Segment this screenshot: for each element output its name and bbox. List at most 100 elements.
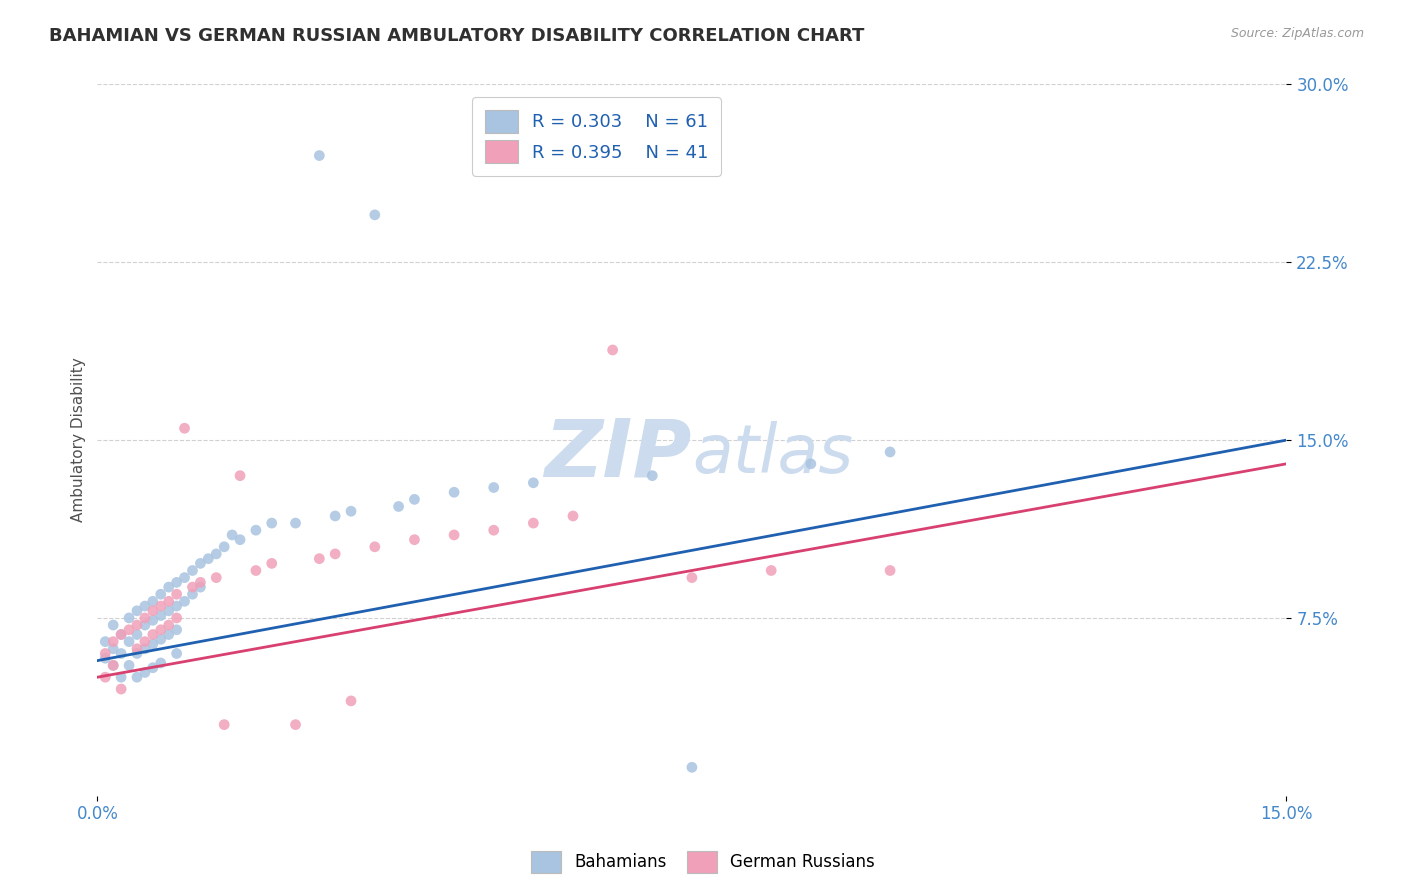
Point xyxy=(103,658,125,673)
Point xyxy=(103,618,125,632)
Point xyxy=(110,647,132,661)
Point xyxy=(157,594,180,608)
Point xyxy=(134,634,156,648)
Point xyxy=(157,580,180,594)
Point xyxy=(94,670,117,684)
Point xyxy=(181,587,204,601)
Point xyxy=(404,492,426,507)
Point xyxy=(149,656,172,670)
Point xyxy=(443,485,465,500)
Point xyxy=(118,634,141,648)
Point xyxy=(800,457,823,471)
Text: Source: ZipAtlas.com: Source: ZipAtlas.com xyxy=(1230,27,1364,40)
Point xyxy=(149,608,172,623)
Point xyxy=(166,647,188,661)
Point xyxy=(149,599,172,613)
Point xyxy=(308,148,330,162)
Point xyxy=(134,611,156,625)
Point xyxy=(205,571,228,585)
Point xyxy=(125,604,148,618)
Point xyxy=(245,523,267,537)
Point xyxy=(94,647,117,661)
Point xyxy=(759,564,782,578)
Point xyxy=(149,623,172,637)
Point xyxy=(166,599,188,613)
Point xyxy=(260,516,283,530)
Point xyxy=(562,508,585,523)
Point xyxy=(118,658,141,673)
Point xyxy=(681,760,703,774)
Point xyxy=(181,564,204,578)
Point xyxy=(125,641,148,656)
Point xyxy=(142,594,165,608)
Point xyxy=(221,528,243,542)
Point xyxy=(142,604,165,618)
Legend: R = 0.303    N = 61, R = 0.395    N = 41: R = 0.303 N = 61, R = 0.395 N = 41 xyxy=(472,97,721,176)
Point xyxy=(482,481,505,495)
Point xyxy=(118,611,141,625)
Point xyxy=(364,540,387,554)
Point xyxy=(157,627,180,641)
Point xyxy=(94,651,117,665)
Point xyxy=(212,540,235,554)
Point xyxy=(125,670,148,684)
Point xyxy=(284,717,307,731)
Point xyxy=(110,681,132,696)
Point xyxy=(181,580,204,594)
Point xyxy=(229,533,252,547)
Point xyxy=(323,508,346,523)
Point xyxy=(173,421,195,435)
Point xyxy=(522,475,544,490)
Point xyxy=(260,557,283,571)
Point xyxy=(149,632,172,647)
Point xyxy=(125,647,148,661)
Point xyxy=(166,623,188,637)
Point xyxy=(173,571,195,585)
Point xyxy=(118,623,141,637)
Point xyxy=(602,343,624,357)
Point xyxy=(364,208,387,222)
Point xyxy=(134,618,156,632)
Point xyxy=(323,547,346,561)
Point xyxy=(205,547,228,561)
Point xyxy=(134,641,156,656)
Point xyxy=(134,599,156,613)
Point xyxy=(142,637,165,651)
Point xyxy=(110,670,132,684)
Point xyxy=(879,445,901,459)
Legend: Bahamians, German Russians: Bahamians, German Russians xyxy=(524,845,882,880)
Point xyxy=(173,594,195,608)
Point xyxy=(110,627,132,641)
Point xyxy=(340,504,363,518)
Point xyxy=(190,557,212,571)
Point xyxy=(125,627,148,641)
Point xyxy=(166,611,188,625)
Text: atlas: atlas xyxy=(692,421,853,487)
Point xyxy=(229,468,252,483)
Point xyxy=(284,516,307,530)
Point xyxy=(197,551,219,566)
Point xyxy=(103,634,125,648)
Point xyxy=(443,528,465,542)
Point xyxy=(879,564,901,578)
Point xyxy=(103,658,125,673)
Point xyxy=(482,523,505,537)
Point xyxy=(94,634,117,648)
Point xyxy=(522,516,544,530)
Point xyxy=(149,587,172,601)
Point xyxy=(157,618,180,632)
Text: BAHAMIAN VS GERMAN RUSSIAN AMBULATORY DISABILITY CORRELATION CHART: BAHAMIAN VS GERMAN RUSSIAN AMBULATORY DI… xyxy=(49,27,865,45)
Point xyxy=(142,627,165,641)
Point xyxy=(157,604,180,618)
Point xyxy=(166,575,188,590)
Point xyxy=(110,627,132,641)
Point xyxy=(190,575,212,590)
Point xyxy=(681,571,703,585)
Point xyxy=(125,618,148,632)
Point xyxy=(142,613,165,627)
Point xyxy=(134,665,156,680)
Point xyxy=(308,551,330,566)
Point xyxy=(142,661,165,675)
Point xyxy=(404,533,426,547)
Point xyxy=(641,468,664,483)
